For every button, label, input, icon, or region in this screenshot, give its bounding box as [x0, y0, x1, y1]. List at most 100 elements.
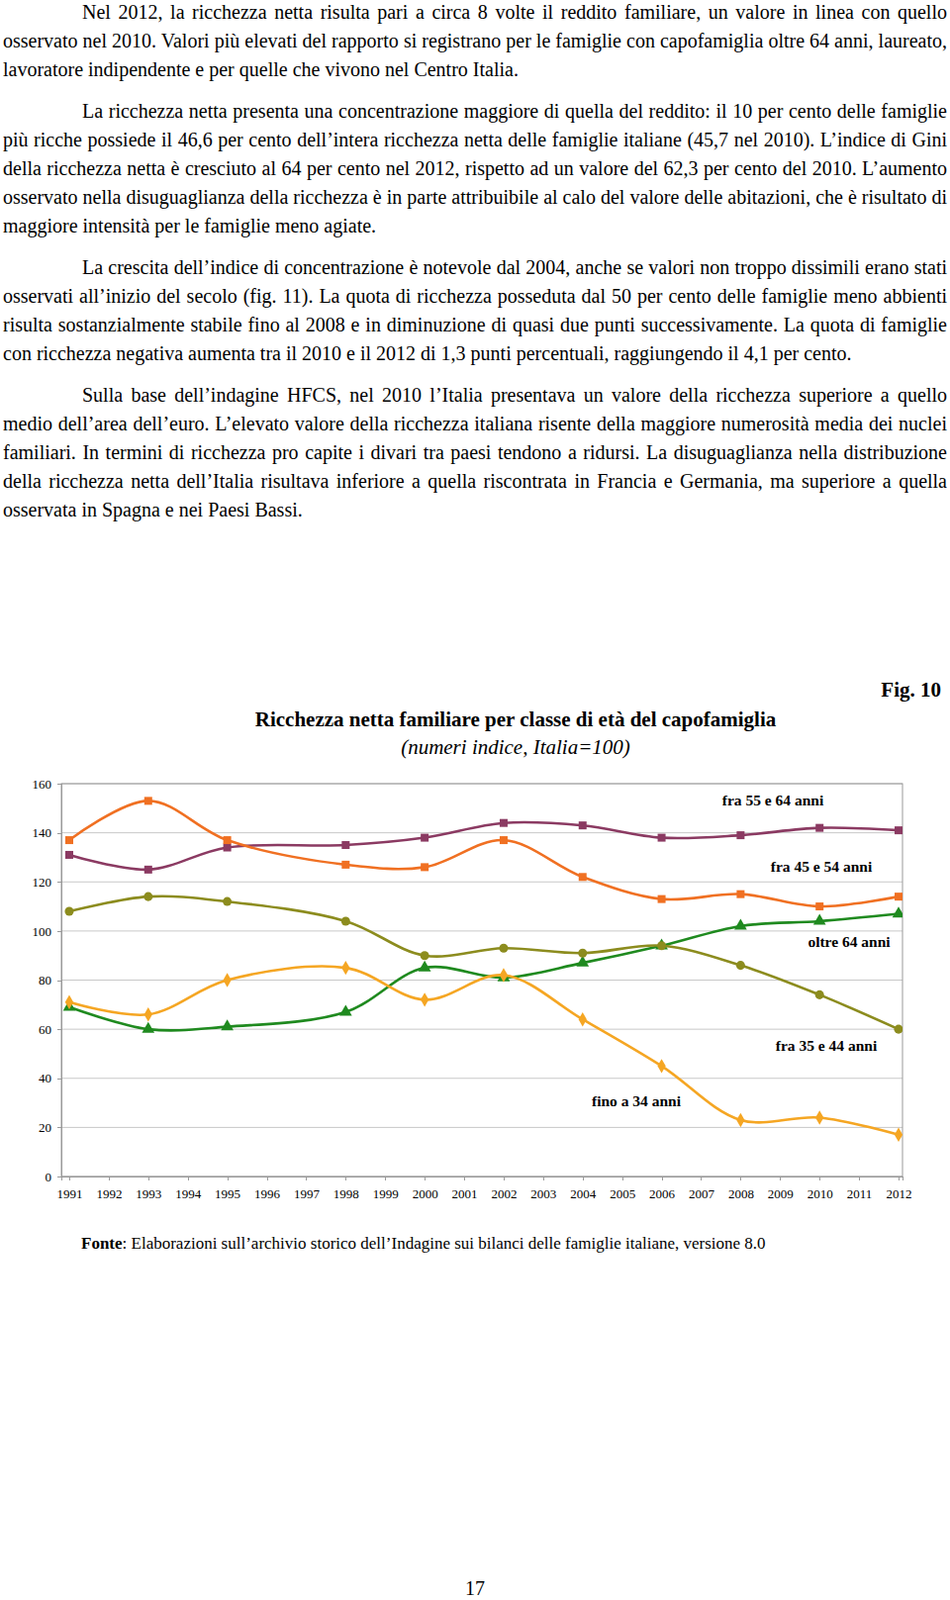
y-tick-mark: [57, 881, 62, 883]
x-tick-label: 2000: [412, 1186, 439, 1202]
y-tick-label: 120: [32, 874, 53, 890]
x-axis-line: [62, 1177, 904, 1182]
chart-subtitle: (numeri indice, Italia=100): [400, 735, 631, 760]
y-tick-mark: [57, 1078, 62, 1080]
x-tick-label: 1999: [373, 1186, 399, 1202]
y-tick-label: 160: [32, 776, 53, 792]
x-tick: 2001: [452, 1176, 478, 1202]
body-text: Nel 2012, la ricchezza netta risulta par…: [2, 0, 948, 538]
series-marker: [815, 902, 824, 911]
x-tick: 1998: [333, 1176, 360, 1202]
x-tick-label: 2012: [886, 1186, 913, 1202]
series-label: oltre 64 anni: [807, 933, 891, 950]
series-marker: [420, 862, 429, 871]
series-marker: [815, 1110, 824, 1125]
x-tick-mark: [227, 1176, 229, 1181]
series-label: fino a 34 anni: [591, 1092, 682, 1110]
x-tick: 2003: [530, 1176, 557, 1202]
x-tick: 2011: [847, 1176, 873, 1202]
x-tick-mark: [740, 1176, 742, 1181]
series-marker: [736, 890, 745, 899]
series-marker: [65, 851, 74, 859]
figure-label: Fig. 10: [880, 677, 942, 702]
grid-line: [61, 881, 903, 883]
x-tick-mark: [305, 1176, 307, 1181]
x-tick: 1994: [175, 1176, 202, 1202]
x-tick: 1999: [373, 1176, 399, 1202]
y-tick: 120: [32, 874, 63, 890]
series-line: [69, 914, 899, 1032]
x-tick-mark: [543, 1176, 545, 1181]
x-tick-label: 2001: [452, 1186, 478, 1202]
plot-area: [63, 796, 903, 1142]
grid: [61, 783, 903, 1177]
x-tick-label: 1991: [56, 1186, 83, 1202]
x-tick-label: 2005: [609, 1186, 636, 1202]
y-tick-mark: [57, 1127, 62, 1129]
y-tick: 0: [45, 1169, 63, 1185]
series-marker: [657, 941, 666, 950]
series-marker: [577, 949, 587, 958]
series-marker: [815, 824, 824, 833]
series-marker: [658, 895, 666, 904]
series-marker: [736, 960, 746, 970]
x-tick-label: 2004: [570, 1186, 597, 1202]
x-tick-mark: [267, 1176, 269, 1181]
series-marker: [499, 819, 508, 828]
series-marker: [734, 919, 748, 931]
x-tick: 1995: [214, 1176, 241, 1202]
x-tick: 2008: [728, 1176, 755, 1202]
x-tick-label: 1997: [293, 1186, 321, 1202]
x-axis: 1991199219931994199519961997199819992000…: [56, 1176, 912, 1202]
series-line: [69, 800, 899, 907]
x-tick-label: 1993: [135, 1186, 162, 1202]
series-marker: [658, 834, 666, 843]
x-tick-mark: [424, 1176, 426, 1181]
series-label: fra 35 e 44 anni: [775, 1037, 878, 1054]
y-tick-mark: [57, 1176, 62, 1178]
series-marker: [499, 967, 508, 982]
series-line: [69, 896, 899, 1030]
series-marker: [892, 906, 903, 918]
x-tick: 2006: [649, 1176, 676, 1202]
y-tick: 160: [32, 776, 63, 792]
x-tick-label: 2006: [649, 1186, 676, 1202]
x-tick-mark: [858, 1176, 860, 1181]
paragraph: Sulla base dell’indagine HFCS, nel 2010 …: [2, 380, 948, 525]
y-tick-mark: [57, 783, 62, 785]
series-marker: [578, 872, 587, 881]
series-marker: [894, 892, 903, 901]
y-tick-mark: [57, 980, 62, 982]
series-markers: [64, 892, 903, 1035]
series-marker: [657, 1058, 665, 1073]
series-marker: [222, 897, 232, 907]
y-tick-label: 140: [32, 825, 53, 841]
x-tick-mark: [108, 1176, 110, 1181]
series-marker: [341, 860, 350, 869]
x-tick-label: 1998: [333, 1186, 360, 1202]
paragraph: La ricchezza netta presenta una concentr…: [2, 96, 948, 241]
series-label: fra 45 e 54 anni: [770, 857, 873, 875]
x-tick-mark: [622, 1176, 624, 1181]
series-line: [69, 966, 899, 1136]
series-markers: [65, 960, 903, 1142]
x-tick-label: 1994: [175, 1186, 202, 1202]
y-tick-mark: [57, 1029, 62, 1031]
grid-line: [61, 1077, 903, 1079]
y-tick-label: 60: [38, 1022, 52, 1038]
x-tick: 2012: [886, 1176, 913, 1202]
grid-line: [61, 930, 903, 932]
x-tick: 2009: [767, 1176, 794, 1202]
series-markers: [63, 906, 903, 1034]
x-tick-mark: [662, 1176, 664, 1181]
x-tick-mark: [69, 1176, 71, 1181]
y-tick-label: 40: [38, 1070, 52, 1086]
series-marker: [420, 834, 429, 843]
x-tick-label: 2003: [530, 1186, 557, 1202]
x-tick-mark: [188, 1176, 190, 1181]
x-tick-mark: [700, 1176, 702, 1181]
x-tick-mark: [148, 1176, 150, 1181]
x-tick: 1997: [293, 1176, 321, 1202]
y-tick-label: 100: [32, 924, 53, 940]
x-tick-mark: [779, 1176, 781, 1181]
